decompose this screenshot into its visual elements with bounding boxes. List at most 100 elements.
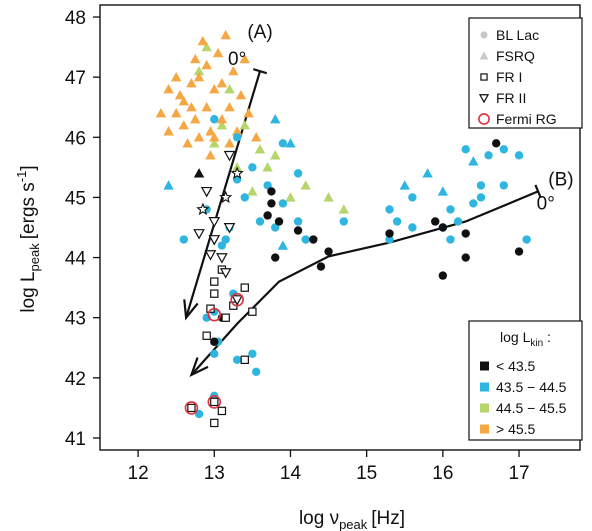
x-tick-label: 17	[508, 463, 529, 484]
y-tick-label: 48	[65, 8, 86, 29]
data-point	[278, 199, 288, 208]
data-point	[205, 150, 216, 160]
data-point	[219, 190, 233, 204]
data-point	[209, 132, 220, 142]
data-point	[217, 241, 227, 250]
data-point	[224, 83, 235, 94]
y-tick-label: 43	[65, 309, 86, 330]
data-point	[174, 90, 186, 100]
x-axis-label: log νpeak [Hz]	[299, 508, 405, 531]
legend-marker-swatch	[480, 382, 489, 392]
data-point	[182, 138, 193, 148]
track-a-arrowhead	[183, 299, 199, 321]
data-point	[210, 289, 219, 298]
data-point	[186, 77, 197, 88]
data-point	[207, 307, 222, 322]
legend-bottom-markers	[480, 361, 489, 434]
data-point	[263, 211, 272, 220]
data-point	[324, 247, 333, 256]
data-point	[216, 253, 228, 264]
data-point	[208, 217, 221, 228]
data-point	[210, 418, 219, 428]
data-point	[385, 229, 394, 238]
data-point	[469, 199, 478, 208]
data-point	[210, 277, 219, 286]
data-point	[216, 114, 228, 124]
data-point	[437, 186, 449, 196]
data-point	[235, 90, 247, 100]
data-point	[248, 163, 257, 172]
data-point	[210, 397, 219, 407]
data-point	[484, 151, 493, 160]
data-point	[217, 406, 227, 416]
legend-bottom-title-sub: kin	[530, 338, 543, 349]
data-point	[209, 83, 220, 94]
data-point	[499, 181, 509, 190]
data-point	[338, 204, 350, 214]
data-point	[262, 162, 273, 172]
data-point	[392, 217, 402, 226]
data-point	[196, 202, 210, 216]
data-point	[232, 133, 242, 142]
data-point	[522, 235, 531, 244]
legend-marker-swatch	[480, 361, 489, 371]
data-point	[170, 71, 182, 82]
annotation-label: 0°	[537, 193, 555, 214]
data-point	[278, 139, 288, 148]
data-point	[208, 235, 221, 246]
annotation-label: 0°	[228, 49, 246, 70]
data-point	[491, 139, 501, 148]
data-point	[224, 138, 235, 148]
data-point	[163, 126, 174, 136]
data-point	[316, 262, 326, 271]
data-point	[193, 65, 205, 76]
data-point	[267, 199, 276, 208]
legend-top-markers	[478, 31, 490, 125]
data-point	[184, 401, 199, 415]
data-point	[155, 108, 167, 118]
data-point	[186, 102, 197, 112]
data-point	[224, 102, 235, 112]
y-axis-label-sub: peak	[27, 243, 42, 272]
data-point	[446, 235, 455, 244]
data-point	[255, 217, 265, 226]
data-point	[210, 115, 219, 124]
data-point	[461, 253, 470, 262]
data-point	[230, 292, 244, 307]
legend-bottom-title-main: log L	[500, 329, 531, 345]
track-b-arrowhead	[189, 357, 209, 377]
plot-border	[99, 4, 581, 451]
data-point	[453, 217, 463, 226]
data-point	[239, 53, 250, 64]
data-point	[271, 223, 280, 232]
legend-bottom-title-tail: :	[543, 329, 551, 345]
track-a-start-cap	[252, 68, 268, 75]
data-point	[431, 217, 440, 226]
data-point	[193, 132, 205, 142]
legend-bottom-title: log Lkin :	[500, 329, 551, 349]
data-point	[178, 120, 190, 130]
y-tick-label: 42	[65, 369, 86, 390]
data-point	[240, 283, 249, 292]
data-point	[200, 186, 213, 198]
data-point	[271, 253, 280, 262]
ticks-layer: 12 13 14 15 16 17 41 42 43 44 45 46 47 48	[65, 8, 530, 484]
legend-marker-circle	[480, 31, 488, 39]
data-point	[207, 395, 222, 409]
data-point	[385, 205, 394, 214]
data-point	[285, 192, 296, 202]
data-point	[293, 226, 303, 235]
data-point	[461, 145, 470, 154]
y-axis-label-main: log L	[18, 271, 39, 312]
data-point	[248, 307, 257, 316]
data-point	[163, 83, 174, 94]
y-axis-label-close: ]	[18, 165, 39, 170]
y-tick-label: 47	[65, 68, 86, 89]
data-point	[514, 247, 524, 256]
data-point	[270, 114, 281, 124]
points-layer	[155, 29, 531, 428]
legend-label-fsrq: FSRQ	[496, 48, 535, 64]
data-point	[190, 53, 201, 64]
x-tick-label: 13	[204, 463, 225, 484]
